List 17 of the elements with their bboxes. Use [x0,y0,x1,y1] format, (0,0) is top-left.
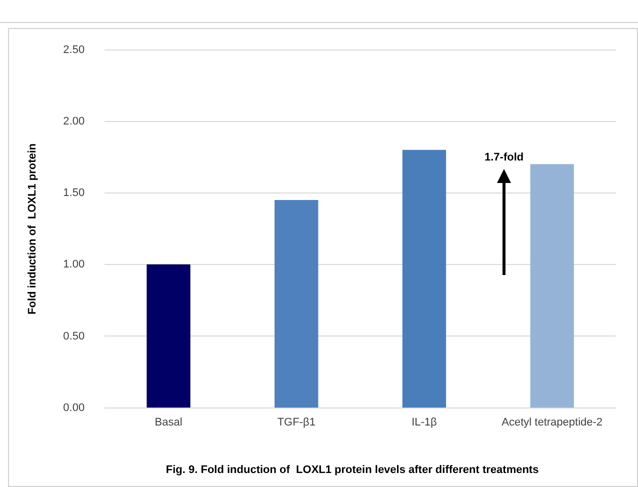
bar [530,164,574,408]
bar [146,264,190,408]
x-tick-label: IL-1β [412,416,437,428]
caption: Fig. 9. Fold induction of LOXL1 protein levels after different treatments [166,464,539,476]
y-tick-label: 0.00 [63,402,85,414]
y-tick-label: 2.00 [63,116,85,128]
y-tick-label: 1.50 [63,187,85,200]
y-tick-label: 0.50 [63,330,85,342]
y-axis-title: Fold induction of LOXL1 protein [26,143,39,314]
y-tick-label: 2.50 [63,44,85,56]
annotation: 1.7-fold [484,151,524,164]
x-tick-label: Acetyl tetrapeptide-2 [502,416,603,428]
bar [274,200,318,408]
x-tick-label: Basal [154,416,182,428]
x-tick-label: TGF-β1 [277,416,316,428]
bar [402,150,446,408]
y-tick-label: 1.00 [63,258,85,271]
